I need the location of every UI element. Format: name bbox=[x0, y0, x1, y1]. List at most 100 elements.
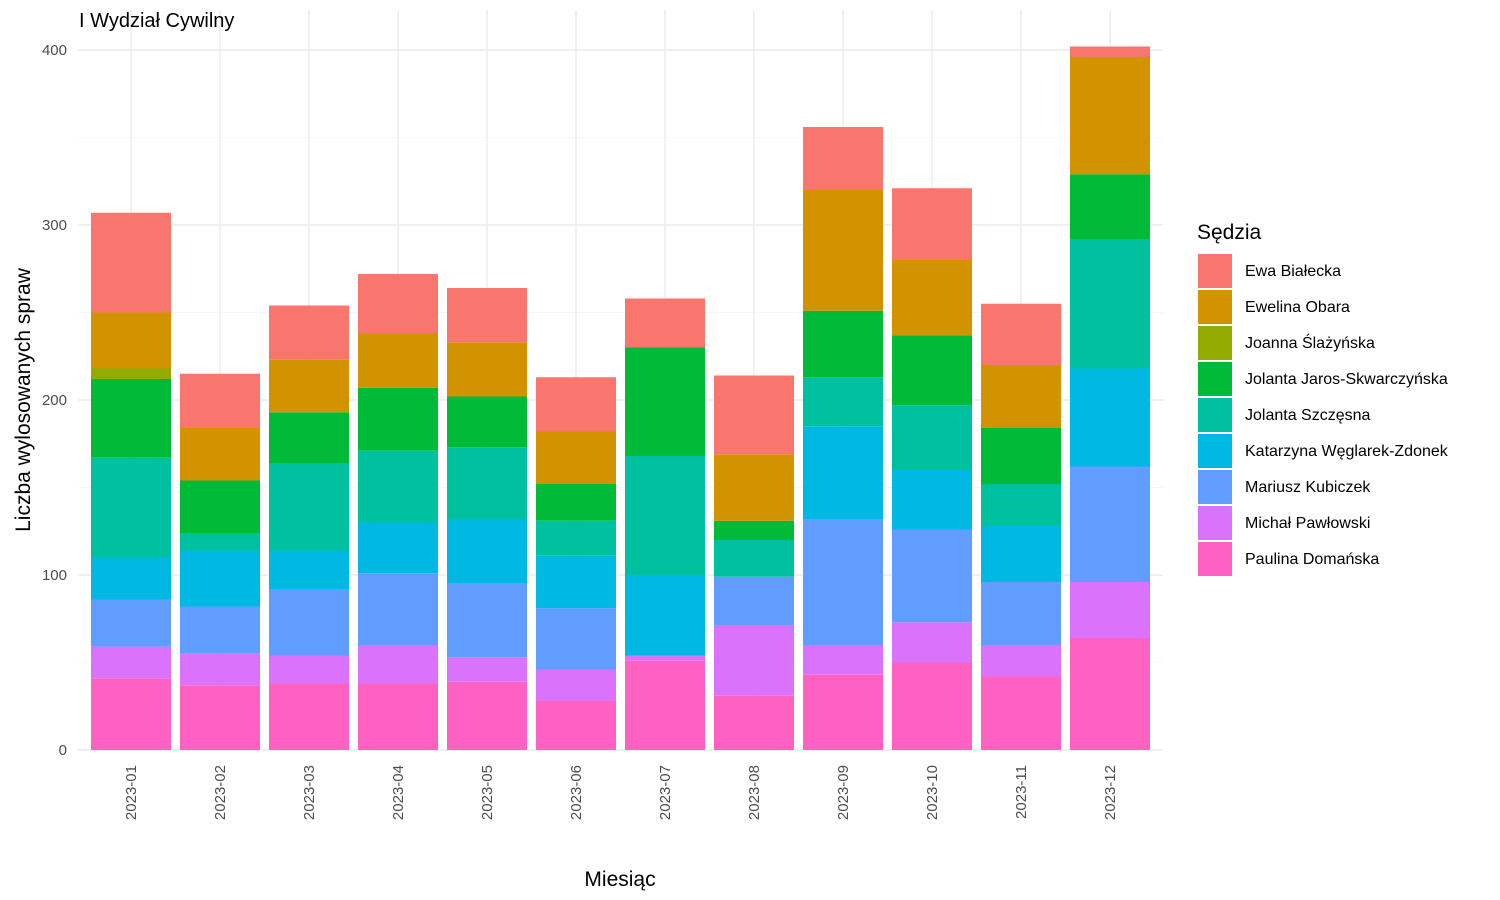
bar-segment bbox=[91, 557, 171, 600]
bar-segment bbox=[536, 484, 616, 521]
bar-segment bbox=[714, 576, 794, 626]
bar-segment bbox=[536, 555, 616, 609]
chart-title: I Wydział Cywilny bbox=[79, 10, 234, 32]
legend-swatch bbox=[1198, 506, 1232, 540]
legend-label: Ewelina Obara bbox=[1245, 299, 1350, 316]
bar-segment bbox=[803, 190, 883, 311]
bar-segment bbox=[269, 463, 349, 551]
bar-segment bbox=[803, 426, 883, 519]
y-tick-label: 400 bbox=[42, 42, 67, 59]
legend-swatch bbox=[1198, 398, 1232, 432]
bar-segment bbox=[536, 669, 616, 701]
legend-swatch bbox=[1198, 362, 1232, 396]
bars bbox=[91, 46, 1150, 750]
legend-label: Katarzyna Węglarek-Zdonek bbox=[1245, 443, 1449, 460]
legend-label: Ewa Białecka bbox=[1245, 263, 1341, 280]
bar-segment bbox=[91, 599, 171, 647]
bar-segment bbox=[625, 575, 705, 656]
bar-segment bbox=[447, 657, 527, 682]
bar-segment bbox=[91, 312, 171, 369]
x-tick-label: 2023-07 bbox=[657, 765, 674, 820]
bar-segment bbox=[91, 678, 171, 750]
y-axis-title: Liczba wylosowanych spraw bbox=[12, 267, 35, 532]
bar-segment bbox=[358, 683, 438, 750]
bar-segment bbox=[625, 298, 705, 348]
bar-segment bbox=[536, 701, 616, 750]
bar-segment bbox=[892, 335, 972, 406]
bar-segment bbox=[536, 377, 616, 432]
bar-segment bbox=[269, 550, 349, 589]
legend-label: Paulina Domańska bbox=[1245, 551, 1379, 568]
legend-label: Jolanta Jaros-Skwarczyńska bbox=[1245, 371, 1448, 388]
bar-segment bbox=[269, 683, 349, 750]
bar-segment bbox=[91, 457, 171, 558]
bar-segment bbox=[981, 526, 1061, 582]
bar-segment bbox=[180, 533, 260, 551]
bar-segment bbox=[1070, 582, 1150, 638]
x-tick-label: 2023-01 bbox=[123, 765, 140, 820]
bar-segment bbox=[714, 375, 794, 455]
bar-segment bbox=[981, 582, 1061, 645]
bar-segment bbox=[358, 645, 438, 684]
y-axis-ticks: 0 100 200 300 400 bbox=[42, 42, 67, 759]
y-tick-label: 300 bbox=[42, 217, 67, 234]
y-tick-label: 0 bbox=[59, 742, 67, 759]
bar-segment bbox=[269, 655, 349, 684]
bar-segment bbox=[1070, 368, 1150, 467]
bar-segment bbox=[447, 447, 527, 519]
bar-segment bbox=[625, 660, 705, 750]
x-tick-label: 2023-03 bbox=[301, 765, 318, 820]
bar-segment bbox=[269, 359, 349, 413]
bar-segment bbox=[803, 310, 883, 378]
legend-swatch bbox=[1198, 326, 1232, 360]
bar-segment bbox=[447, 583, 527, 658]
bar-segment bbox=[447, 396, 527, 448]
bar-segment bbox=[714, 454, 794, 521]
bar-segment bbox=[536, 608, 616, 670]
bar-segment bbox=[981, 365, 1061, 428]
legend-title: Sędzia bbox=[1197, 221, 1262, 244]
bar-segment bbox=[892, 470, 972, 530]
x-tick-label: 2023-09 bbox=[835, 765, 852, 820]
legend-label: Michał Pawłowski bbox=[1245, 515, 1370, 532]
legend-swatch bbox=[1198, 542, 1232, 576]
bar-segment bbox=[714, 520, 794, 540]
y-tick-label: 200 bbox=[42, 392, 67, 409]
y-tick-label: 100 bbox=[42, 567, 67, 584]
x-tick-label: 2023-02 bbox=[212, 765, 229, 820]
bar-segment bbox=[892, 662, 972, 750]
bar-segment bbox=[180, 685, 260, 750]
bar-segment bbox=[358, 522, 438, 574]
x-tick-label: 2023-12 bbox=[1102, 765, 1119, 820]
legend-label: Joanna Ślażyńska bbox=[1245, 333, 1375, 352]
bar-segment bbox=[803, 645, 883, 675]
bar-segment bbox=[180, 428, 260, 481]
bar-segment bbox=[981, 428, 1061, 484]
legend-label: Mariusz Kubiczek bbox=[1245, 479, 1371, 496]
bar-segment bbox=[803, 674, 883, 750]
bar-segment bbox=[180, 606, 260, 654]
bar-segment bbox=[91, 212, 171, 313]
bar-segment bbox=[981, 676, 1061, 750]
bar-segment bbox=[536, 431, 616, 484]
bar-segment bbox=[91, 646, 171, 679]
bar-segment bbox=[536, 520, 616, 556]
bar-segment bbox=[1070, 466, 1150, 582]
bar-segment bbox=[981, 303, 1061, 365]
bar-segment bbox=[625, 655, 705, 661]
bar-segment bbox=[269, 589, 349, 656]
bar-segment bbox=[625, 347, 705, 456]
legend: Sędzia Ewa Białecka Ewelina Obara Joanna Ś… bbox=[1197, 221, 1449, 576]
legend-swatch bbox=[1198, 254, 1232, 288]
bar-segment bbox=[358, 274, 438, 334]
bar-segment bbox=[803, 519, 883, 645]
bar-segment bbox=[803, 377, 883, 427]
x-tick-label: 2023-05 bbox=[479, 765, 496, 820]
x-axis-title: Miesiąc bbox=[584, 868, 655, 891]
bar-segment bbox=[447, 519, 527, 584]
bar-segment bbox=[358, 573, 438, 645]
bar-segment bbox=[91, 379, 171, 458]
x-axis-ticks: 2023-01 2023-02 2023-03 2023-04 2023-05 2023-… bbox=[123, 765, 1119, 820]
bar-segment bbox=[447, 681, 527, 750]
